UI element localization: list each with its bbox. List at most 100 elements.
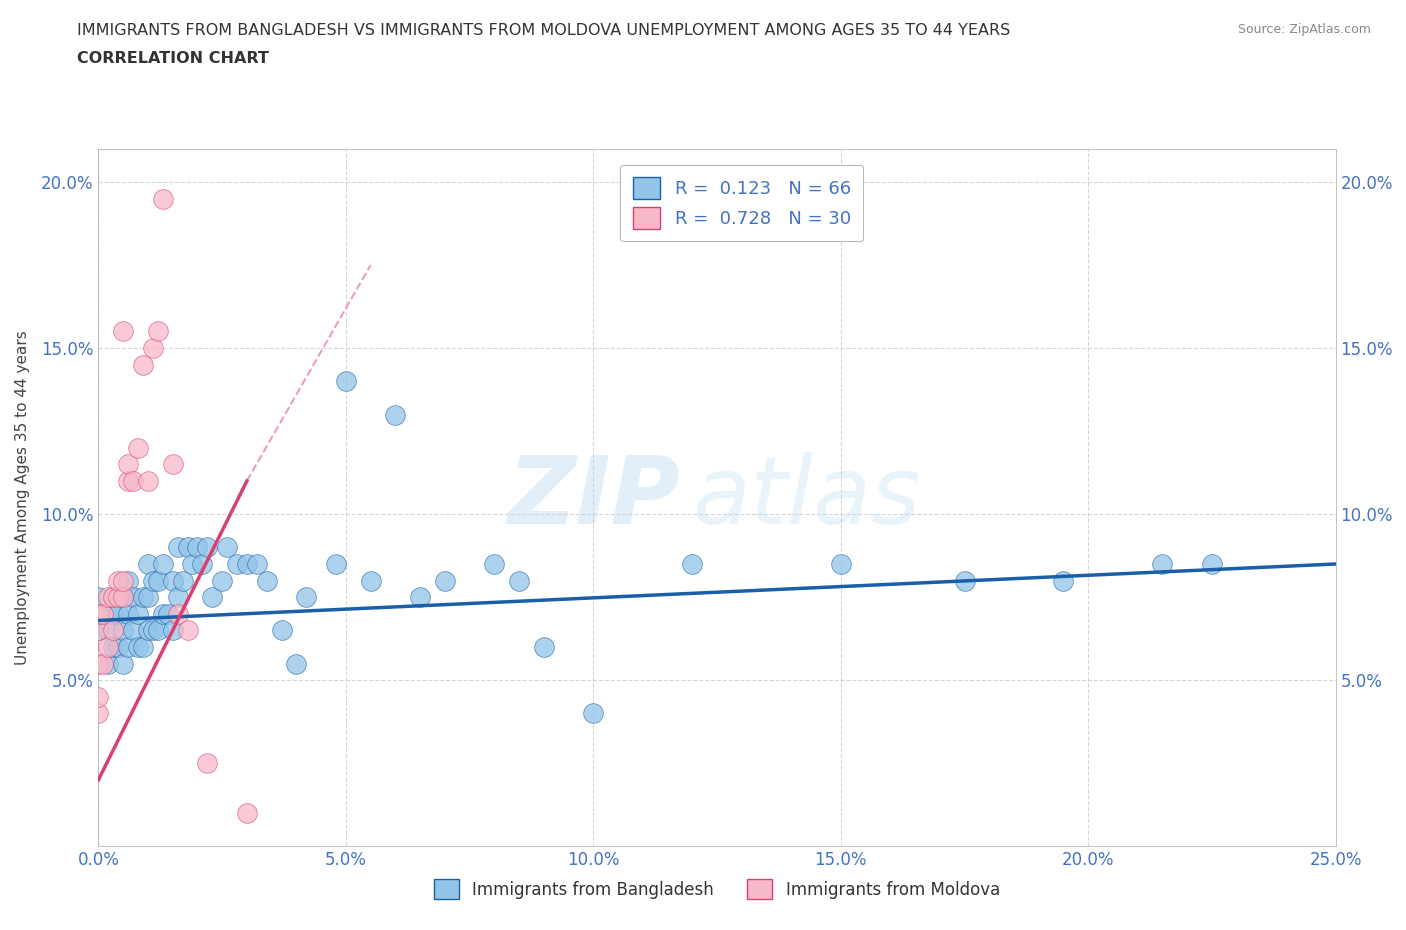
Point [172,573,194,588]
Point [107,573,129,588]
Point [162,573,184,588]
Point [136,556,159,571]
Point [176,540,198,555]
Point [409,590,432,604]
Point [127,640,149,655]
Point [117,573,139,588]
Text: IMMIGRANTS FROM BANGLADESH VS IMMIGRANTS FROM MOLDOVA UNEMPLOYMENT AMONG AGES 35: IMMIGRANTS FROM BANGLADESH VS IMMIGRANTS… [77,23,1011,38]
Point [433,573,456,588]
Point [112,573,135,588]
Point [112,623,135,638]
Point [93,606,115,621]
Text: ZIP: ZIP [508,452,681,543]
Point [582,706,605,721]
Point [166,590,188,604]
Point [146,573,169,588]
Point [107,640,129,655]
Point [136,590,159,604]
Point [97,623,120,638]
Point [122,473,145,488]
Point [211,573,233,588]
Point [117,640,139,655]
Point [93,657,115,671]
Point [285,657,308,671]
Point [87,590,110,604]
Point [360,573,382,588]
Point [117,606,139,621]
Point [132,357,155,372]
Point [166,606,188,621]
Point [156,606,179,621]
Point [122,590,145,604]
Point [127,606,149,621]
Point [127,440,149,455]
Point [87,623,110,638]
Point [335,374,357,389]
Point [142,340,165,355]
Point [87,623,110,638]
Point [152,556,174,571]
Point [1052,573,1074,588]
Point [236,805,259,820]
Point [107,590,129,604]
Point [246,556,269,571]
Point [146,623,169,638]
Point [103,623,125,638]
Point [117,473,139,488]
Point [112,657,135,671]
Point [132,590,155,604]
Point [97,657,120,671]
Point [176,623,198,638]
Point [103,606,125,621]
Point [142,623,165,638]
Point [87,606,110,621]
Point [112,590,135,604]
Point [152,192,174,206]
Point [681,556,703,571]
Point [162,457,184,472]
Point [136,473,159,488]
Point [217,540,239,555]
Point [112,324,135,339]
Point [152,606,174,621]
Legend: Immigrants from Bangladesh, Immigrants from Moldova: Immigrants from Bangladesh, Immigrants f… [426,870,1008,908]
Point [146,324,169,339]
Point [201,590,224,604]
Point [112,590,135,604]
Point [195,756,218,771]
Point [87,657,110,671]
Point [226,556,249,571]
Point [117,457,139,472]
Point [236,556,259,571]
Point [142,573,165,588]
Point [166,540,188,555]
Point [97,640,120,655]
Point [533,640,555,655]
Point [87,706,110,721]
Point [270,623,292,638]
Point [191,556,214,571]
Point [162,623,184,638]
Point [953,573,976,588]
Point [186,540,208,555]
Text: Source: ZipAtlas.com: Source: ZipAtlas.com [1237,23,1371,36]
Point [384,407,406,422]
Point [97,590,120,604]
Point [103,640,125,655]
Point [122,623,145,638]
Point [325,556,347,571]
Point [136,623,159,638]
Point [87,689,110,704]
Point [295,590,318,604]
Point [195,540,218,555]
Point [830,556,852,571]
Point [107,606,129,621]
Text: atlas: atlas [692,452,921,543]
Point [132,640,155,655]
Point [256,573,278,588]
Point [103,590,125,604]
Y-axis label: Unemployment Among Ages 35 to 44 years: Unemployment Among Ages 35 to 44 years [15,330,30,665]
Point [484,556,506,571]
Text: CORRELATION CHART: CORRELATION CHART [77,51,269,66]
Point [508,573,530,588]
